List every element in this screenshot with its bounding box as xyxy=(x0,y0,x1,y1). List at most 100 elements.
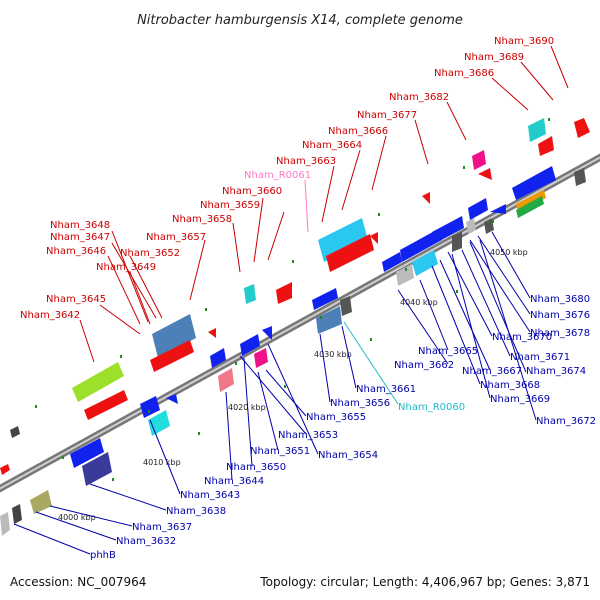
gene-label: Nham_3647 xyxy=(50,232,110,243)
gene-label: phhB xyxy=(90,550,116,561)
gene-label: Nham_3638 xyxy=(166,506,226,517)
gene-label: Nham_3668 xyxy=(480,380,540,391)
gene-label: Nham_3682 xyxy=(389,92,449,103)
gene-arrow xyxy=(72,362,124,402)
gene-label: Nham_3646 xyxy=(46,246,106,257)
gene-label: Nham_3650 xyxy=(226,462,286,473)
genome-backbone xyxy=(0,153,600,493)
gene-arrow xyxy=(516,196,544,218)
gene-label: Nham_3649 xyxy=(96,262,156,273)
gene-label: Nham_3680 xyxy=(530,294,590,305)
gene-arrow xyxy=(512,166,556,200)
gene-label: Nham_3669 xyxy=(490,394,550,405)
gene-label: Nham_3657 xyxy=(146,232,206,243)
gene-arrow xyxy=(140,396,160,418)
scale-labels: 4000 kbp 4010 kbp 4020 kbp 4030 kbp 4040… xyxy=(58,248,528,522)
gene-label: Nham_3656 xyxy=(330,398,390,409)
gene-arrow xyxy=(422,192,430,204)
rna-label: Nham_R0061 xyxy=(244,170,311,181)
rna-leader xyxy=(343,321,399,405)
gene-arrow xyxy=(0,512,10,536)
gene-arrow xyxy=(244,284,256,304)
gene-label: Nham_3660 xyxy=(222,186,282,197)
reverse-leaders xyxy=(13,231,537,555)
gene-label: Nham_3671 xyxy=(510,352,570,363)
scale-4030: 4030 kbp xyxy=(314,350,352,359)
gene-arrow xyxy=(528,118,546,142)
rna-leader xyxy=(304,179,309,233)
gene-label: Nham_3664 xyxy=(302,140,362,151)
gene-label: Nham_3644 xyxy=(204,476,264,487)
track-ticks xyxy=(35,118,550,481)
gene-label: Nham_3643 xyxy=(180,490,240,501)
gene-arrow xyxy=(316,306,342,334)
gene-arrow xyxy=(152,314,196,358)
gene-arrow xyxy=(370,232,378,244)
gene-arrow xyxy=(484,218,494,234)
gene-arrow xyxy=(276,282,292,304)
topology-summary: Topology: circular; Length: 4,406,967 bp… xyxy=(259,575,590,589)
gene-arrow xyxy=(254,348,268,368)
gene-arrow xyxy=(208,328,216,338)
gene-label: Nham_3689 xyxy=(464,52,524,63)
gene-arrow xyxy=(210,348,226,368)
gene-arrow xyxy=(468,198,488,220)
gene-label: Nham_3659 xyxy=(200,200,260,211)
gene-arrow xyxy=(82,452,112,486)
forward-genes xyxy=(0,118,590,475)
gene-label: Nham_3632 xyxy=(116,536,176,547)
gene-arrow xyxy=(382,252,402,272)
scale-4050: 4050 kbp xyxy=(490,248,528,257)
gene-arrow xyxy=(396,264,414,286)
gene-label: Nham_3645 xyxy=(46,294,106,305)
scale-4040: 4040 kbp xyxy=(400,298,438,307)
gene-label: Nham_3663 xyxy=(276,156,336,167)
rna-label: Nham_R0060 xyxy=(398,402,465,413)
gene-arrow xyxy=(12,504,22,524)
scale-4010: 4010 kbp xyxy=(143,458,181,467)
gene-arrow xyxy=(490,204,506,214)
gene-arrow xyxy=(326,234,374,272)
gene-arrow xyxy=(432,216,464,244)
gene-label: Nham_3678 xyxy=(530,328,590,339)
gene-arrow xyxy=(10,426,20,438)
gene-label: Nham_3665 xyxy=(418,346,478,357)
gene-label: Nham_3676 xyxy=(530,310,590,321)
gene-arrow xyxy=(166,394,178,404)
gene-arrow xyxy=(312,288,338,310)
gene-label: Nham_3637 xyxy=(132,522,192,533)
gene-label: Nham_3666 xyxy=(328,126,388,137)
gene-arrow xyxy=(400,228,442,262)
gene-arrow xyxy=(574,168,586,186)
accession-text: Accession: NC_007964 xyxy=(10,575,146,589)
gene-label: Nham_3642 xyxy=(20,310,80,321)
gene-label: Nham_3690 xyxy=(494,36,554,47)
reverse-labels: Nham_3680 Nham_3676 Nham_3678 Nham_3670 … xyxy=(90,294,596,561)
gene-arrow xyxy=(0,464,10,475)
gene-arrow xyxy=(30,490,52,514)
scale-4000: 4000 kbp xyxy=(58,513,96,522)
gene-arrow xyxy=(472,150,486,170)
gene-arrow xyxy=(70,438,104,468)
gene-arrow xyxy=(340,296,352,316)
gene-label: Nham_3677 xyxy=(357,110,417,121)
gene-arrow xyxy=(318,218,368,262)
gene-arrow xyxy=(262,326,272,340)
gene-label: Nham_3667 xyxy=(462,366,522,377)
gene-arrow xyxy=(240,334,260,356)
forward-labels: Nham_3690 Nham_3689 Nham_3686 Nham_3682 … xyxy=(20,36,554,321)
gene-arrow xyxy=(538,136,554,156)
gene-label: Nham_3661 xyxy=(356,384,416,395)
gene-arrow xyxy=(452,232,462,252)
gene-arrow xyxy=(466,218,476,234)
forward-leaders xyxy=(79,45,569,363)
gene-label: Nham_3658 xyxy=(172,214,232,225)
gene-label: Nham_3651 xyxy=(250,446,310,457)
gene-label: Nham_3655 xyxy=(306,412,366,423)
gene-label: Nham_3686 xyxy=(434,68,494,79)
gene-label: Nham_3672 xyxy=(536,416,596,427)
gene-arrow xyxy=(412,250,438,276)
gene-arrow xyxy=(218,368,234,392)
gene-arrow xyxy=(574,118,590,138)
